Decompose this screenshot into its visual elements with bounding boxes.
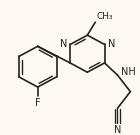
Text: N: N [114, 125, 121, 135]
Text: CH₃: CH₃ [96, 12, 113, 21]
Text: N: N [108, 38, 115, 48]
Text: NH: NH [121, 67, 136, 77]
Text: N: N [60, 38, 67, 48]
Text: F: F [35, 98, 40, 108]
